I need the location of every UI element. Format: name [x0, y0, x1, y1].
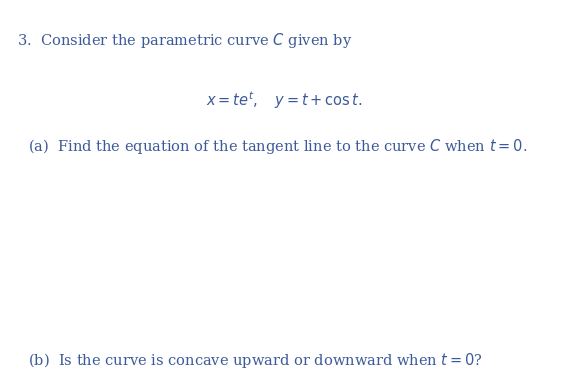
- Text: (b)  Is the curve is concave upward or downward when $t = 0$?: (b) Is the curve is concave upward or do…: [28, 351, 484, 370]
- Text: (a)  Find the equation of the tangent line to the curve $C$ when $t = 0$.: (a) Find the equation of the tangent lin…: [28, 136, 527, 156]
- Text: $x = te^t, \quad y = t + \cos t.$: $x = te^t, \quad y = t + \cos t.$: [206, 90, 363, 112]
- Text: 3.  Consider the parametric curve $C$ given by: 3. Consider the parametric curve $C$ giv…: [17, 31, 353, 50]
